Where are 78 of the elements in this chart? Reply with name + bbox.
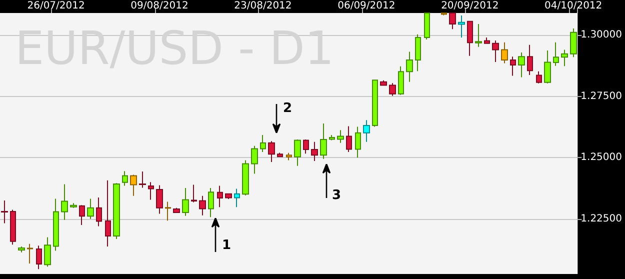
candlestick [398, 66, 404, 96]
candlestick [424, 12, 430, 40]
candlestick [303, 138, 309, 154]
x-tick-label: 26/07/2012 [27, 0, 85, 12]
y-tick-label: 1.25000 [580, 152, 622, 164]
candlestick [18, 246, 25, 253]
candlestick [501, 42, 508, 64]
candlestick [380, 80, 387, 86]
candlestick [536, 70, 542, 84]
candlestick [191, 184, 197, 203]
y-tick-label: 1.22500 [580, 213, 622, 224]
x-tick-label: 04/10/2012 [544, 0, 602, 12]
y-tick-label: 1.27500 [580, 90, 622, 102]
candlestick [27, 243, 33, 264]
candlestick [553, 42, 559, 66]
candlestick [320, 123, 327, 160]
candlestick [234, 188, 240, 208]
annotation: 1 [222, 238, 232, 253]
candlestick [294, 138, 301, 166]
candlestick [346, 126, 352, 152]
candlestick [242, 160, 249, 196]
candlestick [251, 145, 258, 174]
candlestick [139, 171, 146, 188]
x-tick-label: 23/08/2012 [234, 0, 292, 12]
candlestick [286, 152, 292, 161]
candlestick [389, 82, 396, 96]
candlestick [165, 201, 171, 222]
candlestick [1, 200, 8, 224]
candlestick [415, 34, 421, 72]
candlestick [561, 49, 568, 67]
candlestick [458, 14, 465, 38]
candlestick [277, 152, 283, 158]
candlestick [173, 207, 180, 213]
candlestick [105, 180, 111, 248]
candlestick [518, 52, 525, 78]
candlestick [148, 182, 154, 200]
candlestick [544, 50, 551, 84]
candlestick [10, 209, 16, 246]
candlestick [372, 80, 378, 128]
candlestick [122, 170, 128, 186]
candlestick [217, 185, 223, 208]
candlestick [199, 195, 206, 216]
x-tick-label: 09/08/2012 [130, 0, 188, 12]
candlestick [260, 134, 266, 152]
candlestick [208, 187, 214, 218]
candlestick [36, 245, 42, 270]
candlestick [130, 174, 137, 196]
candlestick [329, 134, 335, 141]
candlestick [225, 193, 232, 200]
candlestick [492, 40, 499, 63]
candlestick [475, 24, 482, 48]
candlestick [156, 184, 163, 214]
candlestick [311, 141, 318, 162]
annotation: 3 [332, 188, 342, 203]
candlestick [527, 44, 533, 76]
candlestick [53, 198, 59, 252]
candlestick [484, 37, 490, 44]
candlestick [61, 184, 68, 220]
x-tick-label: 20/09/2012 [441, 0, 499, 12]
candlestick [467, 20, 473, 56]
candlestick [113, 182, 120, 240]
candlestick [79, 204, 85, 226]
candlestick [182, 187, 189, 216]
candlestick [87, 198, 94, 220]
candlestick [44, 236, 51, 268]
candlestick [337, 130, 344, 144]
candlestick [70, 202, 77, 208]
candlestick [355, 126, 361, 158]
candlestick [268, 140, 275, 163]
candlestick [510, 56, 516, 76]
candlestick [363, 120, 370, 142]
annotation: 2 [283, 101, 292, 116]
candlestick [406, 51, 413, 82]
candlestick [570, 28, 577, 58]
x-tick-label: 06/09/2012 [338, 0, 396, 12]
candlestick [96, 197, 102, 227]
y-tick-label: 1.30000 [580, 30, 622, 41]
candlestick [449, 12, 456, 30]
